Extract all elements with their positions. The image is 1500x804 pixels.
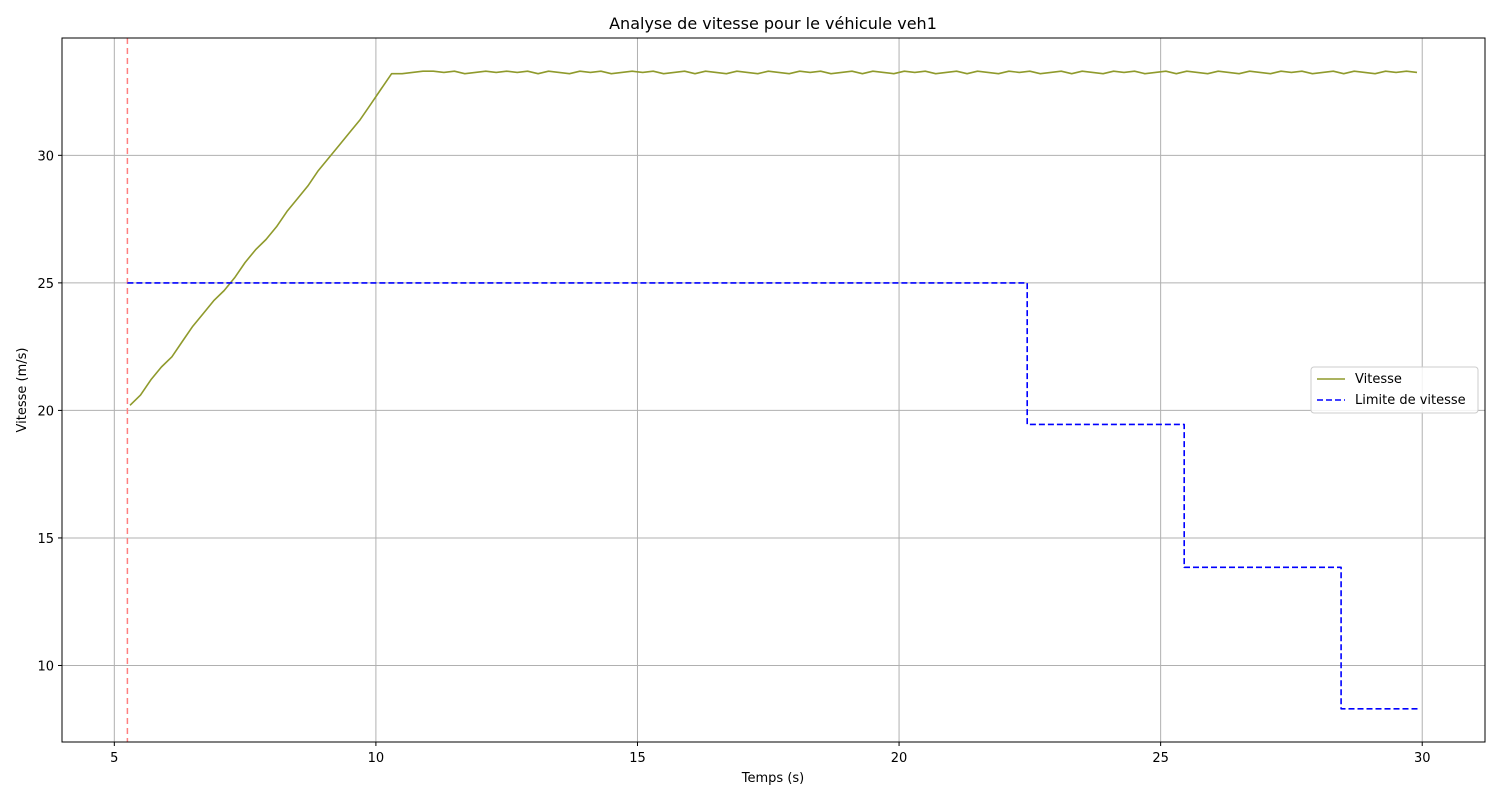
series-line-limite-de-vitesse xyxy=(127,282,1420,710)
grid-lines xyxy=(62,38,1485,742)
x-axis-label: Temps (s) xyxy=(741,771,804,786)
legend-box xyxy=(1310,366,1479,414)
x-tick-label: 30 xyxy=(1414,751,1431,766)
y-tick-label: 20 xyxy=(37,404,54,419)
x-tick-label: 15 xyxy=(629,751,646,766)
axes: 5 10 15 20 25 30 10 15 20 25 30 xyxy=(37,149,1430,766)
series-line-vitesse xyxy=(129,70,1418,406)
x-tick-label: 10 xyxy=(368,751,385,766)
y-axis-label: Vitesse (m/s) xyxy=(15,348,30,433)
legend-label: Vitesse xyxy=(1355,372,1402,387)
legend: Vitesse Limite de vitesse xyxy=(1310,366,1479,414)
y-tick-label: 25 xyxy=(37,277,54,292)
legend-label: Limite de vitesse xyxy=(1355,393,1466,408)
y-tick-label: 15 xyxy=(37,532,54,547)
series-layer xyxy=(126,38,1420,742)
y-tick-label: 30 xyxy=(37,149,54,164)
x-tick-label: 20 xyxy=(891,751,908,766)
chart-title: Analyse de vitesse pour le véhicule veh1 xyxy=(609,14,937,33)
plot-frame xyxy=(61,37,1486,743)
y-tick-label: 10 xyxy=(37,659,54,674)
x-tick-label: 5 xyxy=(110,751,118,766)
x-tick-label: 25 xyxy=(1152,751,1169,766)
